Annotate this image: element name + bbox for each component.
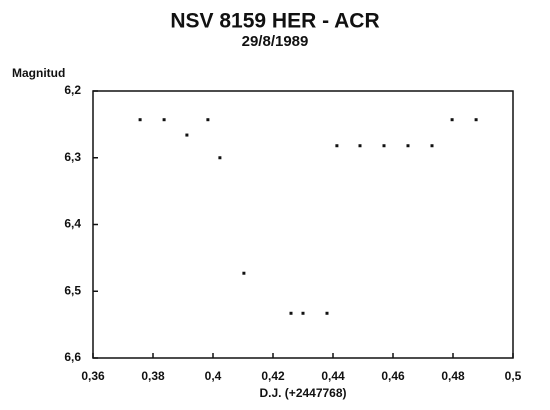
chart-title: NSV 8159 HER - ACR <box>170 10 379 33</box>
x-tick-label: 0,36 <box>81 369 105 383</box>
data-point <box>185 133 189 137</box>
data-point <box>450 118 454 122</box>
y-tick-label: 6,5 <box>64 283 81 297</box>
data-point <box>406 144 410 148</box>
x-axis-label: D.J. (+2447768) <box>259 386 346 400</box>
x-tick-label: 0,38 <box>141 369 165 383</box>
data-point <box>430 144 434 148</box>
x-tick-label: 0,4 <box>205 369 222 383</box>
x-tick-label: 0,46 <box>381 369 405 383</box>
x-tick-label: 0,48 <box>441 369 465 383</box>
data-point <box>335 144 339 148</box>
chart-subtitle: 29/8/1989 <box>242 33 309 50</box>
data-point <box>382 144 386 148</box>
plot-frame <box>92 90 514 359</box>
data-point <box>162 118 166 122</box>
x-tick-label: 0,5 <box>505 369 522 383</box>
data-point <box>325 311 329 315</box>
data-point <box>218 156 222 160</box>
data-point <box>289 311 293 315</box>
y-axis-label: Magnitud <box>12 66 65 80</box>
data-point <box>242 271 246 275</box>
data-point <box>301 311 305 315</box>
data-point <box>358 144 362 148</box>
y-tick-label: 6,3 <box>64 150 81 164</box>
x-tick-label: 0,44 <box>321 369 345 383</box>
data-point <box>206 118 210 122</box>
data-point <box>138 118 142 122</box>
data-point <box>474 118 478 122</box>
y-tick-label: 6,2 <box>64 83 81 97</box>
x-tick-label: 0,42 <box>261 369 285 383</box>
y-tick-label: 6,4 <box>64 217 81 231</box>
y-tick-label: 6,6 <box>64 350 81 364</box>
